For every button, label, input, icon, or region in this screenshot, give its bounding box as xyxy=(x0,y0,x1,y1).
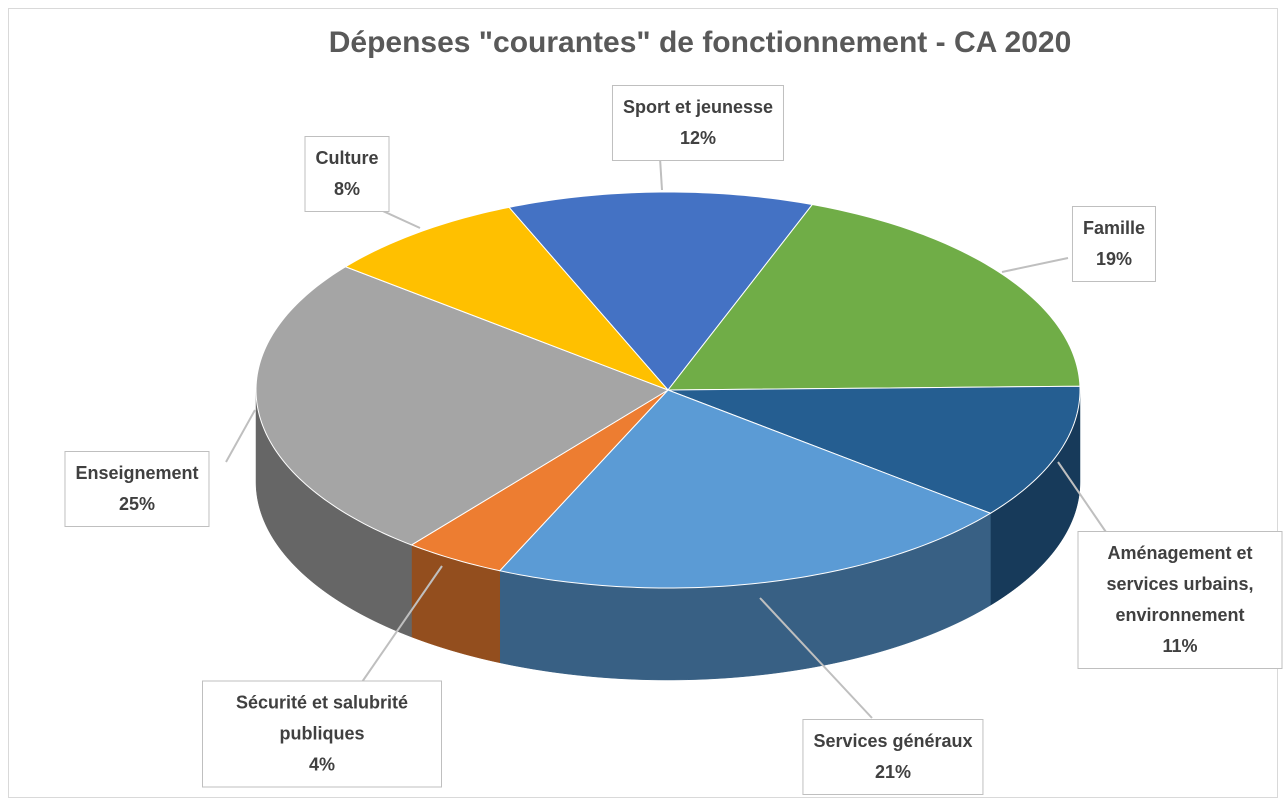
chart-title: Dépenses "courantes" de fonctionnement -… xyxy=(328,26,1072,59)
data-label: Enseignement 25% xyxy=(64,451,210,527)
data-label: Sécurité et salubrité publiques 4% xyxy=(202,680,442,788)
slice xyxy=(508,191,814,391)
label-value: 19% xyxy=(1095,249,1133,269)
slice xyxy=(667,385,1081,514)
label-value: 21% xyxy=(874,762,912,782)
data-label: Famille 19% xyxy=(1071,206,1157,282)
leader-line xyxy=(225,409,256,463)
data-label: Services généraux 21% xyxy=(802,719,984,795)
label-value: 25% xyxy=(118,494,156,514)
label-value: 4% xyxy=(308,754,335,775)
slice xyxy=(410,389,669,572)
label-category: Culture xyxy=(315,148,379,168)
label-category: Services généraux xyxy=(813,731,973,751)
label-value: 8% xyxy=(333,179,360,199)
data-label: Aménagement et services urbains, environ… xyxy=(1077,531,1283,669)
label-category: Aménagement et services urbains, environ… xyxy=(1106,543,1254,625)
leader-line xyxy=(1057,461,1109,536)
slice xyxy=(255,266,670,546)
chart-frame xyxy=(8,8,1278,798)
label-category: Sécurité et salubrité publiques xyxy=(235,692,409,744)
leader-line xyxy=(659,157,663,191)
label-value: 12% xyxy=(679,128,717,148)
slice xyxy=(666,203,1081,391)
label-category: Enseignement xyxy=(75,463,199,483)
data-label: Culture 8% xyxy=(304,136,390,212)
label-category: Sport et jeunesse xyxy=(622,97,774,117)
data-label: Sport et jeunesse 12% xyxy=(611,85,785,161)
label-category: Famille xyxy=(1082,218,1146,238)
leader-line xyxy=(1001,257,1069,273)
label-value: 11% xyxy=(1162,636,1198,656)
leader-line xyxy=(361,565,443,683)
slice xyxy=(344,206,669,391)
leader-line xyxy=(759,597,873,719)
